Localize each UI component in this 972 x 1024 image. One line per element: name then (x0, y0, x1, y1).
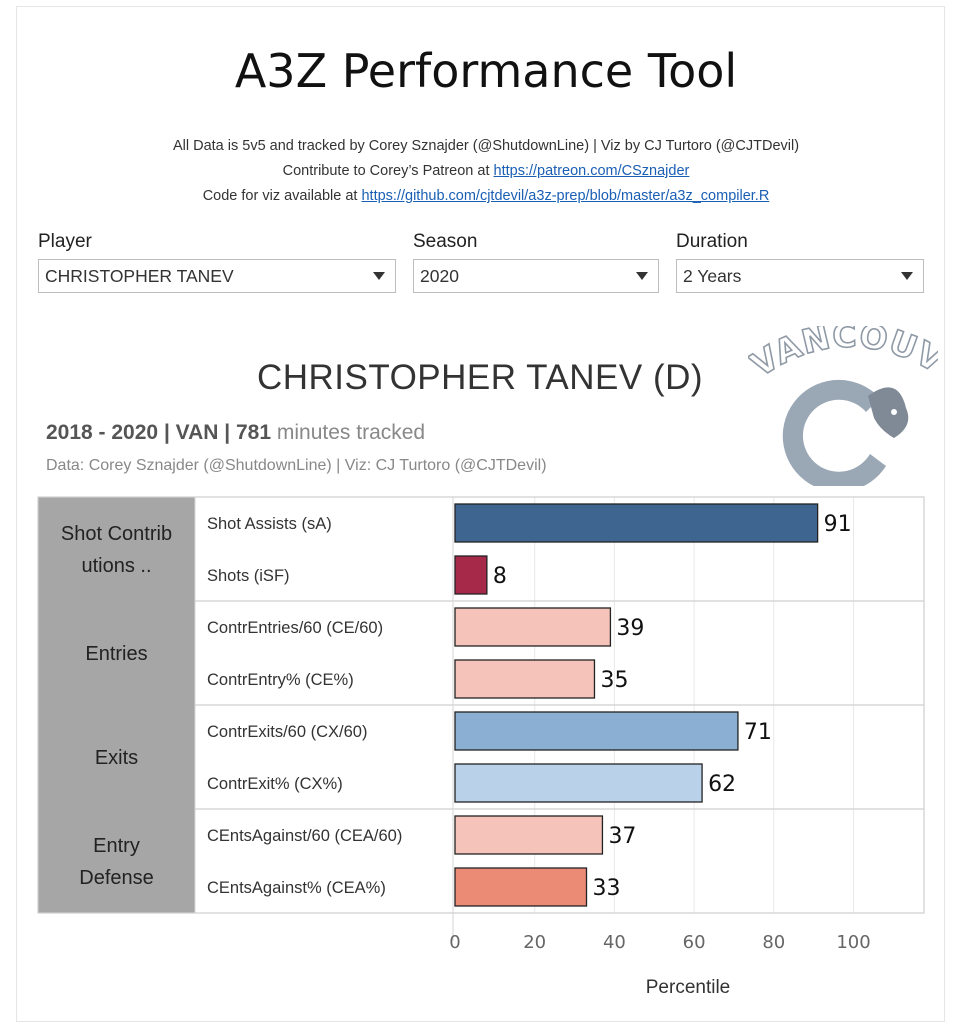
season-dropdown-value: 2020 (420, 266, 459, 286)
season-dropdown[interactable]: 2020 (413, 259, 659, 293)
duration-dropdown[interactable]: 2 Years (676, 259, 924, 293)
value-label: 33 (593, 876, 621, 901)
patreon-link[interactable]: https://patreon.com/CSznajder (493, 163, 690, 179)
duration-filter: Duration 2 Years (676, 231, 924, 293)
player-filter: Player CHRISTOPHER TANEV (38, 231, 396, 293)
player-dropdown-value: CHRISTOPHER TANEV (45, 266, 234, 286)
credits: All Data is 5v5 and tracked by Corey Szn… (0, 134, 972, 209)
x-axis-title: Percentile (646, 977, 731, 998)
data-source: Data: Corey Sznajder (@ShutdownLine) | V… (46, 457, 547, 474)
years: 2018 - 2020 (46, 421, 159, 444)
group-cell (38, 809, 195, 913)
table-border (37, 496, 925, 914)
metric-label: ContrEntries/60 (CE/60) (207, 619, 383, 637)
team-logo: VANCOUVER (748, 326, 938, 486)
tick-label: 100 (836, 932, 870, 953)
tick-label: 40 (603, 932, 626, 953)
bar (454, 711, 739, 751)
value-label: 35 (600, 668, 628, 693)
group-cell (38, 601, 195, 705)
chevron-down-icon (373, 272, 385, 280)
season-filter: Season 2020 (413, 231, 659, 293)
duration-filter-label: Duration (676, 231, 748, 252)
bar (454, 555, 488, 595)
credit-line-data: All Data is 5v5 and tracked by Corey Szn… (172, 138, 800, 154)
chevron-down-icon (636, 272, 648, 280)
tick-label: 20 (523, 932, 546, 953)
metric-label: ContrExit% (CX%) (207, 775, 343, 793)
metric-label: ContrEntry% (CE%) (207, 671, 354, 689)
tick-label: 60 (683, 932, 706, 953)
duration-dropdown-value: 2 Years (683, 266, 742, 286)
bar (454, 607, 612, 647)
github-link[interactable]: https://github.com/cjtdevil/a3z-prep/blo… (361, 188, 770, 204)
credit-line-patreon: Contribute to Corey’s Patreon at https:/… (0, 159, 972, 184)
value-label: 37 (608, 824, 636, 849)
bar (454, 867, 588, 907)
bar (454, 503, 819, 543)
tick-label: 0 (449, 932, 460, 953)
team: VAN (175, 421, 219, 444)
group-cell (38, 497, 195, 601)
value-label: 8 (493, 564, 507, 589)
chevron-down-icon (901, 272, 913, 280)
bar (454, 815, 604, 855)
minutes: 781 (235, 421, 272, 444)
value-label: 62 (708, 772, 736, 797)
player-dropdown[interactable]: CHRISTOPHER TANEV (38, 259, 396, 293)
group-label: Entry (93, 835, 140, 857)
metric-label: CEntsAgainst/60 (CEA/60) (207, 827, 402, 845)
value-label: 91 (824, 512, 852, 537)
metric-label: Shot Assists (sA) (207, 515, 332, 533)
season-filter-label: Season (413, 231, 478, 252)
minutes-suffix: minutes tracked (276, 421, 426, 444)
group-label: utions .. (81, 555, 151, 577)
value-label: 39 (616, 616, 644, 641)
player-filter-label: Player (38, 231, 92, 252)
code-prefix: Code for viz available at (202, 188, 362, 204)
metric-label: CEntsAgainst% (CEA%) (207, 879, 386, 897)
patreon-prefix: Contribute to Corey’s Patreon at (282, 163, 494, 179)
player-name: CHRISTOPHER TANEV (D) (256, 358, 704, 397)
metric-label: ContrExits/60 (CX/60) (207, 723, 367, 741)
bar (454, 659, 596, 699)
group-label: Shot Contrib (61, 523, 172, 545)
group-label: Defense (79, 867, 154, 889)
credit-line-code: Code for viz available at https://github… (0, 184, 972, 209)
group-label: Entries (85, 643, 147, 665)
group-label: Exits (95, 747, 138, 769)
player-meta: 2018 - 2020 | VAN | 781 minutes tracked (46, 421, 426, 444)
metric-label: Shots (iSF) (207, 567, 290, 585)
group-cell (38, 705, 195, 809)
bar (454, 763, 703, 803)
tick-label: 80 (762, 932, 785, 953)
value-label: 71 (744, 720, 772, 745)
page-title: A3Z Performance Tool (234, 44, 738, 98)
